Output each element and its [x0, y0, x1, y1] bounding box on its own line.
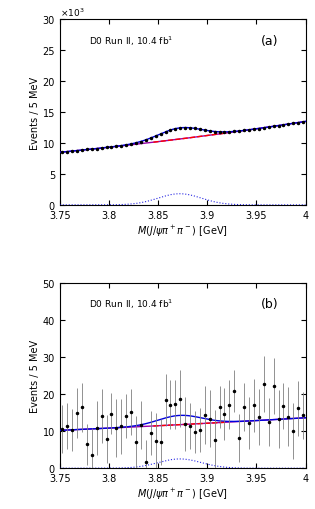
- Text: D0 Run II, 10.4 fb$^{1}$: D0 Run II, 10.4 fb$^{1}$: [89, 297, 174, 310]
- Y-axis label: Events / 5 MeV: Events / 5 MeV: [30, 339, 40, 412]
- X-axis label: $M(J/\psi\pi^+\pi^-)$ [GeV]: $M(J/\psi\pi^+\pi^-)$ [GeV]: [137, 223, 228, 238]
- Text: $\times10^3$: $\times10^3$: [60, 6, 84, 18]
- Y-axis label: Events / 5 MeV: Events / 5 MeV: [30, 76, 40, 150]
- Text: (b): (b): [261, 297, 279, 310]
- Text: (a): (a): [261, 35, 279, 47]
- X-axis label: $M(J/\psi\pi^+\pi^-)$ [GeV]: $M(J/\psi\pi^+\pi^-)$ [GeV]: [137, 486, 228, 501]
- Text: D0 Run II, 10.4 fb$^{1}$: D0 Run II, 10.4 fb$^{1}$: [89, 34, 174, 47]
